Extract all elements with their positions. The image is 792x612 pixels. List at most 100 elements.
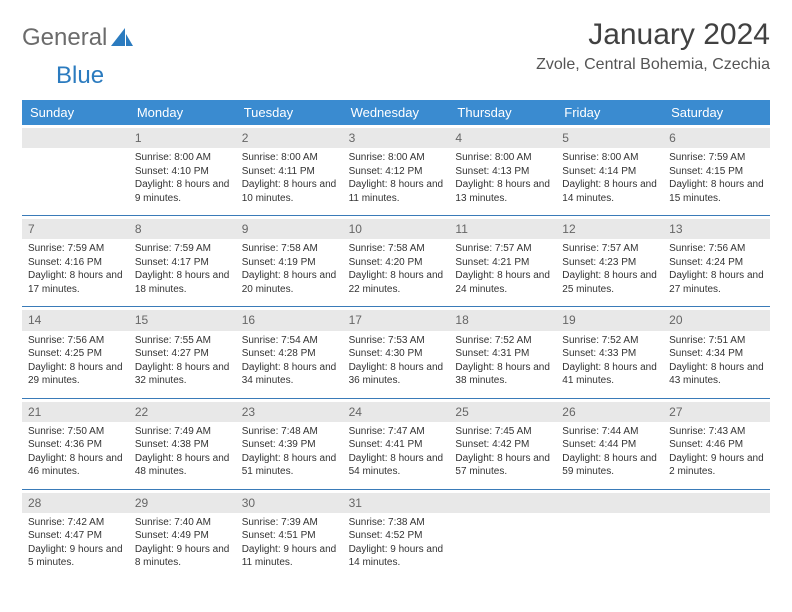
sunset-text: Sunset: 4:24 PM [669, 256, 764, 270]
sunset-text: Sunset: 4:12 PM [349, 165, 444, 179]
day-number: 18 [449, 310, 556, 330]
daylight-text: Daylight: 8 hours and 46 minutes. [28, 452, 123, 479]
day-number: 13 [663, 219, 770, 239]
sunset-text: Sunset: 4:25 PM [28, 347, 123, 361]
daylight-text: Daylight: 8 hours and 14 minutes. [562, 178, 657, 205]
sunrise-text: Sunrise: 7:58 AM [242, 242, 337, 256]
sunset-text: Sunset: 4:44 PM [562, 438, 657, 452]
calendar-week: 14 Sunrise: 7:56 AMSunset: 4:25 PM Dayligh… [22, 307, 770, 398]
calendar-week: 28Sunrise: 7:42 AMSunset: 4:47 PMDayligh… [22, 490, 770, 580]
calendar-cell: 4Sunrise: 8:00 AMSunset: 4:13 PMDaylight… [449, 125, 556, 215]
calendar-cell [22, 125, 129, 215]
day-number: 9 [236, 219, 343, 239]
sunrise-text: Sunrise: 7:59 AM [28, 242, 123, 256]
daylight-text: Daylight: 9 hours and 5 minutes. [28, 543, 123, 570]
dayhead-thursday: Thursday [449, 100, 556, 125]
sunset-text: Sunset: 4:36 PM [28, 438, 123, 452]
calendar-cell: 19Sunrise: 7:52 AMSunset: 4:33 PMDayligh… [556, 307, 663, 397]
calendar-cell: 27 Sunrise: 7:43 AMSunset: 4:46 PMDayligh… [663, 399, 770, 489]
day-number: 12 [556, 219, 663, 239]
sunrise-text: Sunrise: 7:44 AM [562, 425, 657, 439]
day-number: 2 [236, 128, 343, 148]
sunrise-text: Sunrise: 7:51 AM [669, 334, 764, 348]
daylight-text: Daylight: 8 hours and 10 minutes. [242, 178, 337, 205]
sunset-text: Sunset: 4:49 PM [135, 529, 230, 543]
daylight-text: Daylight: 8 hours and 54 minutes. [349, 452, 444, 479]
daylight-text: Daylight: 8 hours and 17 minutes. [28, 269, 123, 296]
calendar-cell: 24Sunrise: 7:47 AMSunset: 4:41 PMDayligh… [343, 399, 450, 489]
dayhead-wednesday: Wednesday [343, 100, 450, 125]
daylight-text: Daylight: 8 hours and 22 minutes. [349, 269, 444, 296]
sunrise-text: Sunrise: 7:56 AM [669, 242, 764, 256]
day-number: 15 [129, 310, 236, 330]
day-number: 22 [129, 402, 236, 422]
calendar-cell: 29Sunrise: 7:40 AMSunset: 4:49 PMDayligh… [129, 490, 236, 580]
sunrise-text: Sunrise: 7:52 AM [562, 334, 657, 348]
day-number: 27 [663, 402, 770, 422]
day-number: 8 [129, 219, 236, 239]
day-number: 28 [22, 493, 129, 513]
day-number: 29 [129, 493, 236, 513]
sunrise-text: Sunrise: 7:57 AM [562, 242, 657, 256]
sunrise-text: Sunrise: 7:43 AM [669, 425, 764, 439]
sunset-text: Sunset: 4:27 PM [135, 347, 230, 361]
calendar-cell: 1Sunrise: 8:00 AMSunset: 4:10 PMDaylight… [129, 125, 236, 215]
calendar-cell: 3Sunrise: 8:00 AMSunset: 4:12 PMDaylight… [343, 125, 450, 215]
sunset-text: Sunset: 4:16 PM [28, 256, 123, 270]
sunrise-text: Sunrise: 7:54 AM [242, 334, 337, 348]
calendar-cell: 17Sunrise: 7:53 AMSunset: 4:30 PMDayligh… [343, 307, 450, 397]
daylight-text: Daylight: 8 hours and 34 minutes. [242, 361, 337, 388]
sunrise-text: Sunrise: 7:59 AM [669, 151, 764, 165]
daylight-text: Daylight: 8 hours and 25 minutes. [562, 269, 657, 296]
sunrise-text: Sunrise: 7:59 AM [135, 242, 230, 256]
calendar-cell: 31Sunrise: 7:38 AMSunset: 4:52 PMDayligh… [343, 490, 450, 580]
daylight-text: Daylight: 8 hours and 20 minutes. [242, 269, 337, 296]
day-number: 31 [343, 493, 450, 513]
calendar-cell [663, 490, 770, 580]
dayhead-tuesday: Tuesday [236, 100, 343, 125]
dayhead-sunday: Sunday [22, 100, 129, 125]
day-number: 11 [449, 219, 556, 239]
sunrise-text: Sunrise: 7:56 AM [28, 334, 123, 348]
sunset-text: Sunset: 4:14 PM [562, 165, 657, 179]
calendar-cell: 30Sunrise: 7:39 AMSunset: 4:51 PMDayligh… [236, 490, 343, 580]
calendar-cell: 7Sunrise: 7:59 AMSunset: 4:16 PMDaylight… [22, 216, 129, 306]
daylight-text: Daylight: 8 hours and 51 minutes. [242, 452, 337, 479]
day-number: 26 [556, 402, 663, 422]
day-number: 20 [663, 310, 770, 330]
daylight-text: Daylight: 8 hours and 32 minutes. [135, 361, 230, 388]
daylight-text: Daylight: 9 hours and 11 minutes. [242, 543, 337, 570]
sunrise-text: Sunrise: 7:50 AM [28, 425, 123, 439]
daylight-text: Daylight: 8 hours and 41 minutes. [562, 361, 657, 388]
calendar-week: 21Sunrise: 7:50 AMSunset: 4:36 PMDayligh… [22, 399, 770, 490]
day-number: 16 [236, 310, 343, 330]
sunset-text: Sunset: 4:46 PM [669, 438, 764, 452]
daylight-text: Daylight: 8 hours and 9 minutes. [135, 178, 230, 205]
sunrise-text: Sunrise: 7:38 AM [349, 516, 444, 530]
month-title: January 2024 [536, 18, 770, 52]
day-number: 4 [449, 128, 556, 148]
sunrise-text: Sunrise: 7:55 AM [135, 334, 230, 348]
dayhead-saturday: Saturday [663, 100, 770, 125]
sunrise-text: Sunrise: 7:48 AM [242, 425, 337, 439]
daylight-text: Daylight: 8 hours and 48 minutes. [135, 452, 230, 479]
day-number-empty [663, 493, 770, 513]
logo-sail-icon [111, 28, 133, 48]
day-number: 25 [449, 402, 556, 422]
daylight-text: Daylight: 9 hours and 2 minutes. [669, 452, 764, 479]
sunrise-text: Sunrise: 7:42 AM [28, 516, 123, 530]
day-number: 10 [343, 219, 450, 239]
day-number: 30 [236, 493, 343, 513]
calendar-cell: 23Sunrise: 7:48 AMSunset: 4:39 PMDayligh… [236, 399, 343, 489]
calendar: Sunday Monday Tuesday Wednesday Thursday… [22, 100, 770, 580]
calendar-cell: 2Sunrise: 8:00 AMSunset: 4:11 PMDaylight… [236, 125, 343, 215]
sunrise-text: Sunrise: 8:00 AM [349, 151, 444, 165]
day-number: 14 [22, 310, 129, 330]
sunset-text: Sunset: 4:11 PM [242, 165, 337, 179]
calendar-cell: 8Sunrise: 7:59 AMSunset: 4:17 PMDaylight… [129, 216, 236, 306]
logo: General [22, 18, 133, 52]
sunrise-text: Sunrise: 7:52 AM [455, 334, 550, 348]
calendar-cell: 11Sunrise: 7:57 AMSunset: 4:21 PMDayligh… [449, 216, 556, 306]
calendar-cell: 18Sunrise: 7:52 AMSunset: 4:31 PMDayligh… [449, 307, 556, 397]
daylight-text: Daylight: 8 hours and 57 minutes. [455, 452, 550, 479]
